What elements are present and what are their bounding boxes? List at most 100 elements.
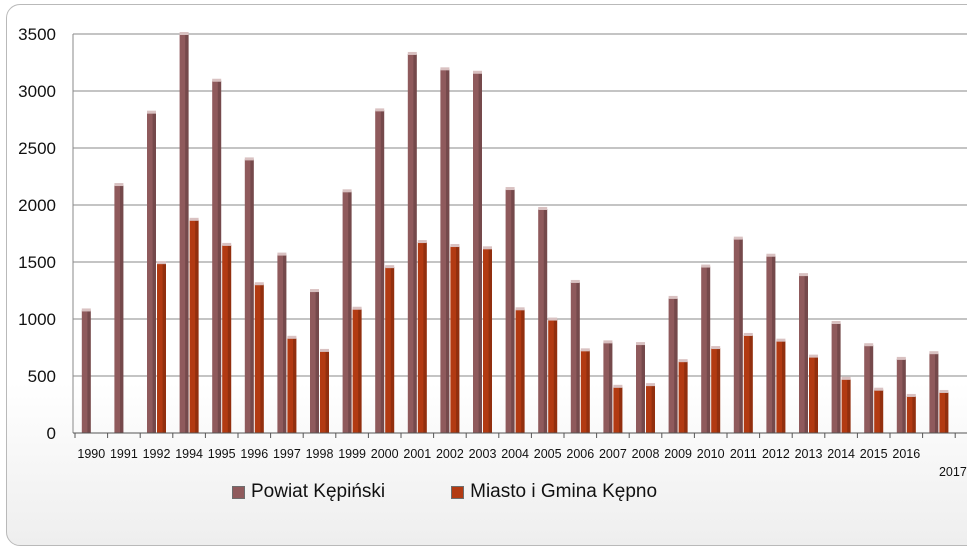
- bar-shade: [152, 112, 156, 433]
- legend-swatch-powiat: [232, 485, 245, 499]
- x-tick-label: 2006: [566, 447, 594, 461]
- bar-powiat: [896, 358, 906, 433]
- bar-miasto: [678, 361, 688, 433]
- bar-miasto: [711, 348, 721, 433]
- bar-shade: [227, 244, 232, 433]
- bar-cap: [473, 70, 482, 74]
- y-tick-label: 2000: [18, 196, 56, 215]
- bar-shade: [521, 309, 525, 433]
- bar-powiat: [147, 112, 156, 433]
- y-tick-label: 1000: [18, 310, 56, 329]
- bar-cap: [831, 320, 841, 324]
- bar-shade: [847, 378, 851, 433]
- bar-shade: [944, 391, 949, 433]
- bar-shade: [119, 185, 124, 433]
- bar-cap: [407, 51, 417, 55]
- x-tick-label: 2014: [827, 447, 855, 461]
- x-tick-label: 2001: [403, 447, 431, 461]
- x-tick-label: 2002: [436, 447, 464, 461]
- bar-powiat: [636, 344, 645, 433]
- bar-shade: [804, 275, 808, 433]
- bar-cap: [799, 273, 808, 277]
- bar-shade: [869, 345, 874, 433]
- x-tick-label: 1996: [240, 447, 268, 461]
- legend-label-powiat: Powiat Kępiński: [251, 481, 386, 502]
- bar-shade: [87, 310, 91, 433]
- bar-cap: [743, 332, 753, 336]
- bar-miasto: [515, 309, 525, 433]
- bar-shade: [608, 342, 613, 433]
- bar-miasto: [580, 350, 590, 433]
- bar-miasto: [776, 340, 786, 433]
- bar-miasto: [352, 308, 362, 433]
- bar-shade: [586, 350, 590, 433]
- bar-cap: [385, 265, 395, 269]
- bar-miasto: [385, 267, 395, 433]
- y-tick-label: 0: [47, 424, 56, 443]
- bar-powiat: [668, 297, 678, 433]
- bar-shade: [315, 291, 319, 433]
- legend: Powiat Kępiński Miasto i Gmina Kępno: [232, 481, 723, 503]
- x-tick-label: 1991: [110, 447, 138, 461]
- bar-cap: [157, 261, 166, 265]
- bar-powiat: [570, 281, 580, 433]
- bar-shade: [684, 361, 688, 433]
- bar-miasto: [613, 386, 623, 433]
- y-tick-label: 500: [28, 367, 56, 386]
- bar-cap: [244, 157, 254, 161]
- bar-cap: [711, 346, 721, 350]
- bar-shade: [902, 358, 906, 433]
- bar-shade: [390, 267, 395, 433]
- bar-miasto: [841, 378, 851, 433]
- bar-shade: [934, 353, 939, 433]
- bar-shade: [260, 284, 264, 433]
- bar-shade: [217, 80, 222, 434]
- bar-shade: [771, 255, 776, 433]
- bar-shade: [478, 72, 482, 433]
- bar-miasto: [939, 391, 949, 433]
- bar-powiat: [538, 208, 548, 433]
- bar-shade: [912, 395, 916, 433]
- bar-cap: [538, 206, 548, 210]
- bar-cap: [766, 253, 776, 257]
- y-tick-label: 3000: [18, 82, 56, 101]
- bar-cap: [896, 356, 906, 360]
- bar-shade: [576, 281, 580, 433]
- bar-cap: [450, 244, 460, 248]
- bar-cap: [189, 217, 199, 221]
- bar-shade: [837, 322, 841, 433]
- bar-shade: [413, 53, 417, 433]
- bar-miasto: [646, 385, 655, 433]
- bar-shade: [618, 386, 623, 433]
- bar-shade: [423, 242, 427, 433]
- bar-shade: [706, 266, 711, 433]
- bar-shade: [716, 348, 721, 433]
- x-tick-label: 1999: [338, 447, 366, 461]
- bar-powiat: [473, 72, 482, 433]
- bar-shade: [348, 191, 352, 433]
- bar-cap: [440, 67, 450, 71]
- bar-miasto: [483, 248, 492, 433]
- bar-shade: [292, 337, 297, 433]
- bar-shade: [543, 208, 548, 433]
- bar-shade: [185, 34, 189, 433]
- bar-shade: [195, 219, 199, 433]
- x-tick-label: 2005: [534, 447, 562, 461]
- bar-cap: [515, 307, 525, 311]
- x-tick-label: 1998: [306, 447, 334, 461]
- bar-cap: [776, 338, 786, 342]
- bar-powiat: [733, 238, 743, 433]
- x-tick-label: 2008: [632, 447, 660, 461]
- bar-powiat: [310, 291, 319, 433]
- bar-cap: [179, 32, 189, 35]
- x-tick-label: 2011: [730, 447, 757, 461]
- bar-powiat: [701, 266, 711, 433]
- x-tick-label: 1992: [143, 447, 171, 461]
- bar-cap: [603, 340, 613, 344]
- bar-powiat: [929, 353, 939, 433]
- bar-cap: [222, 242, 232, 246]
- bar-miasto: [417, 242, 427, 433]
- bar-cap: [580, 348, 590, 352]
- bar-cap: [277, 252, 287, 256]
